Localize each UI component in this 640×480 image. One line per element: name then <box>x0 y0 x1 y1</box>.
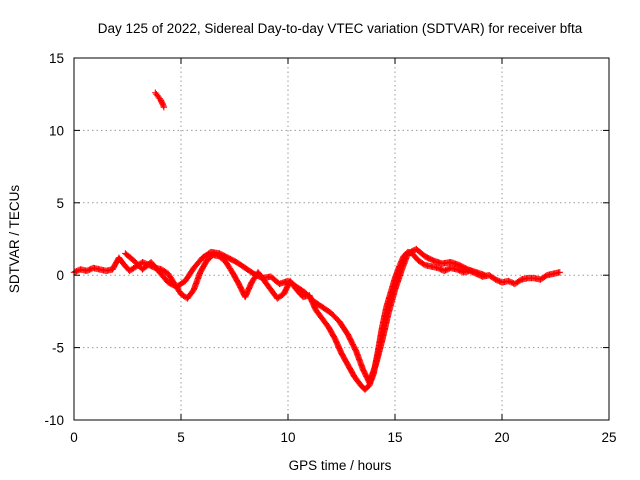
y-tick-label: 15 <box>49 51 64 66</box>
y-axis-label: SDTVAR / TECUs <box>7 185 22 294</box>
x-tick-label: 25 <box>601 430 616 445</box>
data-series <box>152 89 168 111</box>
y-tick-labels: -10 -5 0 5 10 15 <box>44 51 64 428</box>
data-point <box>160 104 168 111</box>
y-tick-label: 5 <box>56 196 64 211</box>
x-tick-label: 5 <box>177 430 185 445</box>
chart-title: Day 125 of 2022, Sidereal Day-to-day VTE… <box>98 21 583 36</box>
data-point <box>556 269 563 276</box>
x-tick-label: 10 <box>280 430 295 445</box>
y-tick-label: -5 <box>52 341 64 356</box>
axis-ticks <box>73 57 610 421</box>
plot-frame <box>73 57 610 421</box>
x-tick-label: 0 <box>70 430 78 445</box>
grid <box>74 58 609 420</box>
x-tick-label: 20 <box>494 430 509 445</box>
x-axis-label: GPS time / hours <box>289 458 392 473</box>
data-series <box>122 245 489 386</box>
y-tick-label: 10 <box>49 123 64 138</box>
x-tick-labels: 0 5 10 15 20 25 <box>70 430 616 445</box>
data-point <box>481 272 489 279</box>
x-tick-label: 15 <box>387 430 402 445</box>
y-tick-label: 0 <box>56 268 64 283</box>
data-points <box>70 89 563 393</box>
y-tick-label: -10 <box>44 413 64 428</box>
